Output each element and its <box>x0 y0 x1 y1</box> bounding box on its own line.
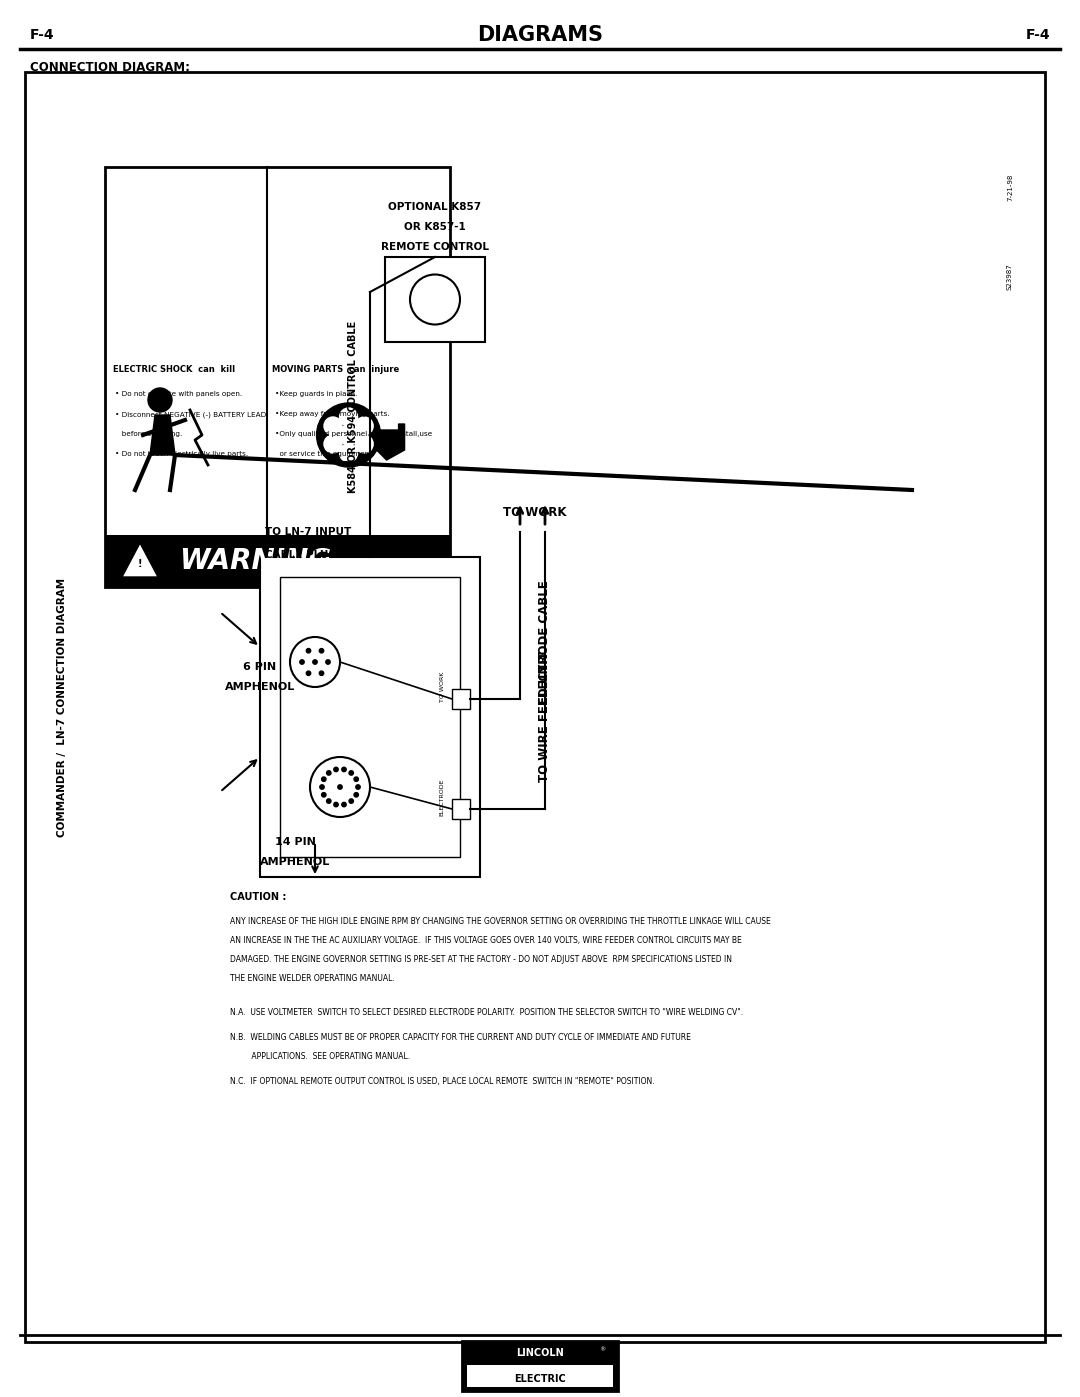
Circle shape <box>334 767 338 771</box>
Circle shape <box>300 659 305 664</box>
Text: CABLE PLUG: CABLE PLUG <box>265 550 337 560</box>
Text: CONNECTION DIAGRAM:: CONNECTION DIAGRAM: <box>30 60 190 74</box>
Circle shape <box>320 785 324 789</box>
Bar <box>260 557 480 877</box>
Polygon shape <box>377 425 405 460</box>
Text: K584 OR K594 CONTROL CABLE: K584 OR K594 CONTROL CABLE <box>348 321 357 493</box>
Circle shape <box>338 425 359 446</box>
Text: • Disconnect NEGATIVE (-) BATTERY LEAD: • Disconnect NEGATIVE (-) BATTERY LEAD <box>114 411 267 418</box>
Circle shape <box>355 785 361 789</box>
Text: TO WORK: TO WORK <box>440 672 445 703</box>
Text: •Only qualified personnel should install,use: •Only qualified personnel should install… <box>275 432 432 437</box>
Text: ELECTRODE: ELECTRODE <box>440 778 445 816</box>
Circle shape <box>410 274 460 324</box>
Text: REMOTE CONTROL: REMOTE CONTROL <box>381 242 489 251</box>
Text: 7-21-98: 7-21-98 <box>1007 173 1013 201</box>
Circle shape <box>322 777 326 781</box>
Circle shape <box>326 659 330 664</box>
Text: N.C.  IF OPTIONAL REMOTE OUTPUT CONTROL IS USED, PLACE LOCAL REMOTE  SWITCH IN ": N.C. IF OPTIONAL REMOTE OUTPUT CONTROL I… <box>230 1077 654 1085</box>
Bar <box>105 168 450 587</box>
Text: THE ENGINE WELDER OPERATING MANUAL.: THE ENGINE WELDER OPERATING MANUAL. <box>230 974 395 983</box>
Text: ANY INCREASE OF THE HIGH IDLE ENGINE RPM BY CHANGING THE GOVERNOR SETTING OR OVE: ANY INCREASE OF THE HIGH IDLE ENGINE RPM… <box>230 916 771 926</box>
Text: ELECTRODE CABLE: ELECTRODE CABLE <box>539 580 552 704</box>
Text: 14 PIN: 14 PIN <box>274 837 315 847</box>
Text: APPLICATIONS.  SEE OPERATING MANUAL.: APPLICATIONS. SEE OPERATING MANUAL. <box>230 1052 410 1060</box>
Bar <box>453 799 470 819</box>
Bar <box>453 689 470 710</box>
Text: S23987: S23987 <box>1007 264 1013 291</box>
Text: OPTIONAL K857: OPTIONAL K857 <box>389 203 482 212</box>
Text: •Keep guards in place.: •Keep guards in place. <box>275 391 357 397</box>
Text: COMMANDER /  LN-7 CONNECTION DIAGRAM: COMMANDER / LN-7 CONNECTION DIAGRAM <box>57 577 67 837</box>
Text: LINCOLN: LINCOLN <box>516 1348 564 1358</box>
Text: F-4: F-4 <box>1025 28 1050 42</box>
Text: COMMANDER 500: COMMANDER 500 <box>464 1348 616 1362</box>
Text: • Do not operate with panels open.: • Do not operate with panels open. <box>114 391 242 397</box>
Text: • Do not touch electrically live parts.: • Do not touch electrically live parts. <box>114 451 248 457</box>
Text: N.B.  WELDING CABLES MUST BE OF PROPER CAPACITY FOR THE CURRENT AND DUTY CYCLE O: N.B. WELDING CABLES MUST BE OF PROPER CA… <box>230 1032 691 1042</box>
Text: AN INCREASE IN THE THE AC AUXILIARY VOLTAGE.  IF THIS VOLTAGE GOES OVER 140 VOLT: AN INCREASE IN THE THE AC AUXILIARY VOLT… <box>230 936 742 944</box>
Circle shape <box>334 802 338 806</box>
Circle shape <box>310 757 370 817</box>
Circle shape <box>326 771 330 775</box>
Text: before servicing.: before servicing. <box>114 432 183 437</box>
Circle shape <box>326 799 330 803</box>
Text: ELECTRIC: ELECTRIC <box>514 1375 566 1384</box>
Text: TO WIRE FEED UNIT: TO WIRE FEED UNIT <box>539 651 552 782</box>
Circle shape <box>354 777 359 781</box>
Circle shape <box>355 434 374 453</box>
Text: ELECTRIC SHOCK  can  kill: ELECTRIC SHOCK can kill <box>113 366 235 374</box>
Circle shape <box>320 671 324 676</box>
Circle shape <box>316 402 380 467</box>
Bar <box>280 577 460 856</box>
Circle shape <box>349 799 353 803</box>
Circle shape <box>313 659 318 664</box>
Text: N.A.  USE VOLTMETER  SWITCH TO SELECT DESIRED ELECTRODE POLARITY.  POSITION THE : N.A. USE VOLTMETER SWITCH TO SELECT DESI… <box>230 1009 743 1017</box>
Circle shape <box>307 648 311 652</box>
Bar <box>105 535 450 587</box>
Circle shape <box>148 388 172 412</box>
Circle shape <box>322 792 326 798</box>
Circle shape <box>320 648 324 652</box>
Text: MOVING PARTS  can  injure: MOVING PARTS can injure <box>272 366 400 374</box>
Circle shape <box>291 637 340 687</box>
Text: F-4: F-4 <box>30 28 55 42</box>
Text: AMPHENOL: AMPHENOL <box>260 856 330 868</box>
Circle shape <box>307 671 311 676</box>
Polygon shape <box>122 543 158 577</box>
Text: 6 PIN: 6 PIN <box>243 662 276 672</box>
Text: DIAGRAMS: DIAGRAMS <box>477 25 603 45</box>
Circle shape <box>355 416 374 434</box>
Circle shape <box>338 785 342 789</box>
Bar <box>462 1341 618 1391</box>
Text: !: ! <box>138 559 143 569</box>
Text: AMPHENOL: AMPHENOL <box>225 682 295 692</box>
Bar <box>467 1365 613 1387</box>
Text: or service this equipment.: or service this equipment. <box>275 451 375 457</box>
Text: ®: ® <box>599 1348 606 1352</box>
Text: WARNING: WARNING <box>179 548 332 576</box>
Circle shape <box>354 792 359 798</box>
Text: TO LN-7 INPUT: TO LN-7 INPUT <box>265 527 351 536</box>
Circle shape <box>339 444 357 462</box>
Circle shape <box>324 416 342 434</box>
Text: •Keep away from moving parts.: •Keep away from moving parts. <box>275 411 390 418</box>
Text: OR K857-1: OR K857-1 <box>404 222 465 232</box>
Circle shape <box>324 434 342 453</box>
Circle shape <box>349 771 353 775</box>
Circle shape <box>341 767 347 771</box>
Text: CAUTION :: CAUTION : <box>230 893 286 902</box>
Text: DAMAGED. THE ENGINE GOVERNOR SETTING IS PRE-SET AT THE FACTORY - DO NOT ADJUST A: DAMAGED. THE ENGINE GOVERNOR SETTING IS … <box>230 956 732 964</box>
Circle shape <box>339 408 357 426</box>
Polygon shape <box>150 415 175 455</box>
Text: TO WORK: TO WORK <box>503 506 567 518</box>
Circle shape <box>341 802 347 806</box>
Bar <box>384 257 485 342</box>
